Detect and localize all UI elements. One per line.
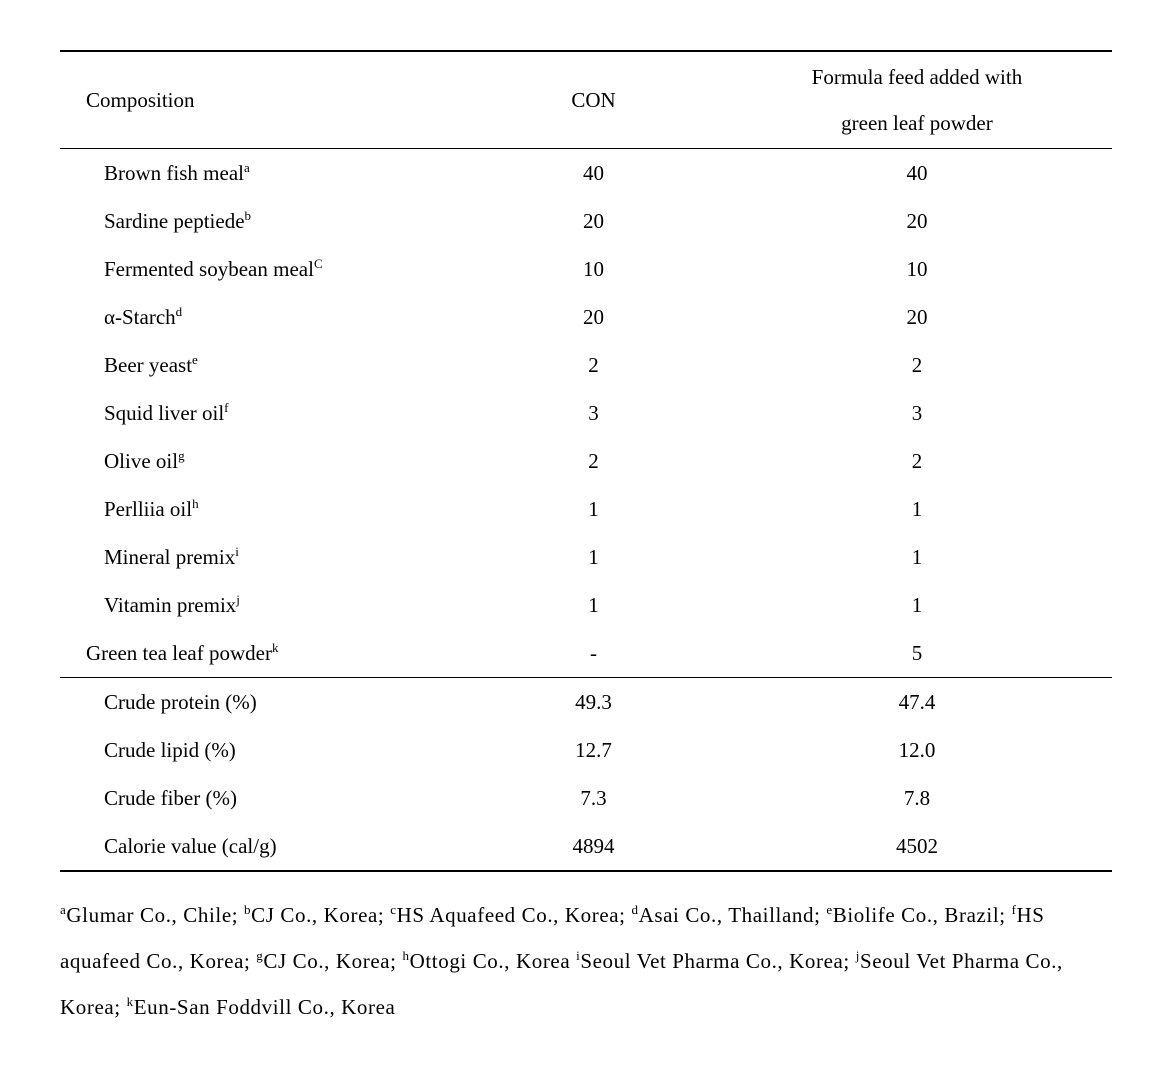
ingredient-name: Mineral premixi: [60, 533, 465, 581]
ingredient-green: 40: [722, 149, 1112, 198]
analysis-name: Crude fiber (%): [60, 774, 465, 822]
ingredient-name: Beer yeaste: [60, 341, 465, 389]
ingredient-con: 40: [465, 149, 722, 198]
analysis-con: 4894: [465, 822, 722, 871]
ingredient-green: 20: [722, 293, 1112, 341]
footnote-sup: k: [127, 994, 134, 1009]
footnote-text: Ottogi Co., Korea: [410, 949, 577, 973]
table-row: Squid liver oilf33: [60, 389, 1112, 437]
analysis-con: 12.7: [465, 726, 722, 774]
ingredient-name: Squid liver oilf: [60, 389, 465, 437]
table-row: Brown fish meala4040: [60, 149, 1112, 198]
table-row: Crude lipid (%)12.712.0: [60, 726, 1112, 774]
analysis-name: Crude protein (%): [60, 678, 465, 727]
ingredient-con: 3: [465, 389, 722, 437]
header-green-line2: green leaf powder: [841, 111, 993, 135]
table-row: α-Starchd2020: [60, 293, 1112, 341]
table-row: Perlliia oilh11: [60, 485, 1112, 533]
ingredient-con: 1: [465, 533, 722, 581]
table-row: Sardine peptiedeb2020: [60, 197, 1112, 245]
ingredient-name: Sardine peptiedeb: [60, 197, 465, 245]
ingredient-con: 1: [465, 581, 722, 629]
footnote-text: Biolife Co., Brazil;: [833, 903, 1012, 927]
ingredient-green: 5: [722, 629, 1112, 678]
footnote-text: CJ Co., Korea;: [263, 949, 402, 973]
table-row: Mineral premixi11: [60, 533, 1112, 581]
ingredient-con: 2: [465, 437, 722, 485]
ingredient-con: 20: [465, 293, 722, 341]
footnote-sup: h: [402, 948, 409, 963]
ingredient-name: Green tea leaf powderk: [60, 629, 465, 678]
footnote-text: HS Aquafeed Co., Korea;: [397, 903, 632, 927]
footnotes: aGlumar Co., Chile; bCJ Co., Korea; cHS …: [60, 892, 1112, 1030]
analysis-green: 47.4: [722, 678, 1112, 727]
analysis-name: Calorie value (cal/g): [60, 822, 465, 871]
ingredient-green: 10: [722, 245, 1112, 293]
header-green-line1: Formula feed added with: [812, 65, 1023, 89]
ingredient-green: 1: [722, 485, 1112, 533]
table-row: Green tea leaf powderk-5: [60, 629, 1112, 678]
analysis-green: 12.0: [722, 726, 1112, 774]
ingredient-con: 2: [465, 341, 722, 389]
ingredient-name: Olive oilg: [60, 437, 465, 485]
header-row: Composition CON Formula feed added with …: [60, 51, 1112, 149]
analysis-green: 7.8: [722, 774, 1112, 822]
ingredient-con: 1: [465, 485, 722, 533]
header-con: CON: [465, 51, 722, 149]
ingredient-green: 20: [722, 197, 1112, 245]
ingredient-name: Vitamin premixj: [60, 581, 465, 629]
table-row: Crude protein (%)49.347.4: [60, 678, 1112, 727]
footnote-text: Asai Co., Thailland;: [639, 903, 827, 927]
analysis-name: Crude lipid (%): [60, 726, 465, 774]
table-row: Crude fiber (%)7.37.8: [60, 774, 1112, 822]
analysis-green: 4502: [722, 822, 1112, 871]
footnote-text: Eun-San Foddvill Co., Korea: [134, 995, 396, 1019]
ingredient-con: 20: [465, 197, 722, 245]
analysis-con: 7.3: [465, 774, 722, 822]
footnote-sup: d: [631, 902, 638, 917]
table-row: Beer yeaste22: [60, 341, 1112, 389]
table-row: Vitamin premixj11: [60, 581, 1112, 629]
table-row: Fermented soybean mealC1010: [60, 245, 1112, 293]
ingredient-green: 1: [722, 581, 1112, 629]
header-composition: Composition: [60, 51, 465, 149]
footnote-text: CJ Co., Korea;: [251, 903, 390, 927]
ingredient-green: 2: [722, 341, 1112, 389]
ingredient-name: Perlliia oilh: [60, 485, 465, 533]
ingredient-name: Brown fish meala: [60, 149, 465, 198]
ingredient-green: 3: [722, 389, 1112, 437]
header-green: Formula feed added with green leaf powde…: [722, 51, 1112, 149]
composition-table: Composition CON Formula feed added with …: [60, 50, 1112, 872]
ingredient-name: α-Starchd: [60, 293, 465, 341]
table-row: Olive oilg22: [60, 437, 1112, 485]
ingredient-con: 10: [465, 245, 722, 293]
ingredient-con: -: [465, 629, 722, 678]
table-row: Calorie value (cal/g)48944502: [60, 822, 1112, 871]
footnote-text: Seoul Vet Pharma Co., Korea;: [580, 949, 855, 973]
ingredient-name: Fermented soybean mealC: [60, 245, 465, 293]
footnote-text: Glumar Co., Chile;: [66, 903, 244, 927]
ingredient-green: 1: [722, 533, 1112, 581]
ingredient-green: 2: [722, 437, 1112, 485]
analysis-con: 49.3: [465, 678, 722, 727]
